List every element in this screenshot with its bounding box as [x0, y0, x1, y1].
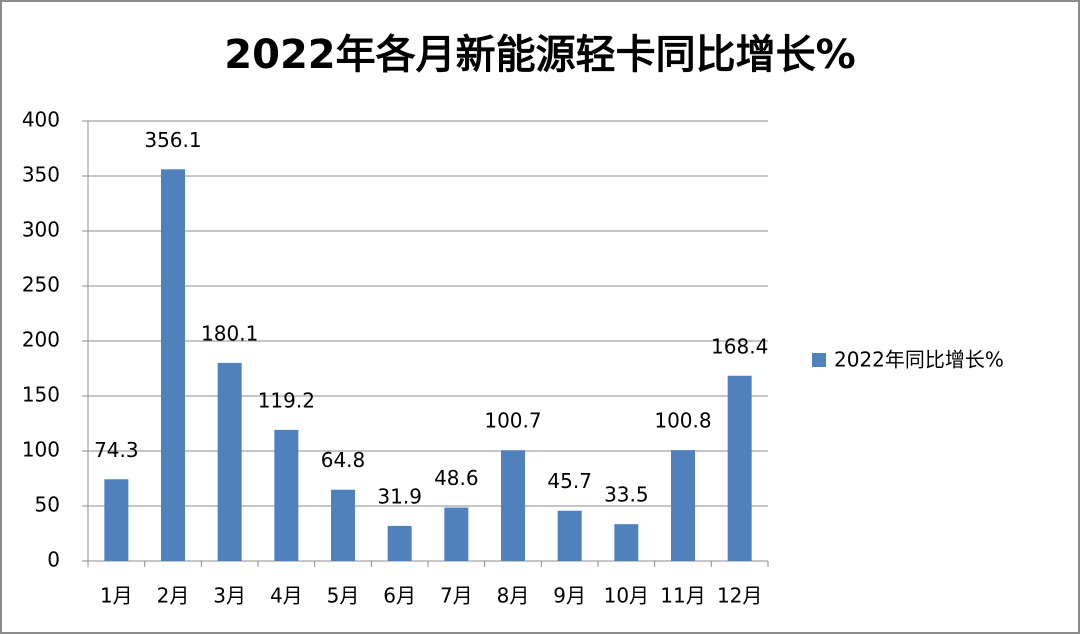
x-tick-label: 6月 [383, 584, 416, 608]
data-label: 100.7 [484, 409, 541, 433]
data-label: 33.5 [604, 483, 649, 507]
data-label: 31.9 [377, 484, 422, 508]
bar [104, 479, 129, 561]
chart-title: 2022年各月新能源轻卡同比增长% [224, 32, 855, 78]
y-tick-label: 100 [22, 438, 60, 462]
data-label: 45.7 [547, 469, 592, 493]
bar [274, 429, 299, 561]
x-tick-label: 5月 [327, 584, 360, 608]
bar [501, 450, 525, 561]
x-tick-label: 7月 [440, 584, 473, 608]
data-label: 356.1 [144, 128, 201, 152]
data-label: 64.8 [321, 448, 366, 472]
bar [671, 450, 695, 561]
y-tick-label: 350 [22, 163, 60, 187]
bar [727, 375, 752, 561]
x-tick-label: 3月 [213, 584, 246, 608]
data-label: 74.3 [94, 438, 139, 462]
x-tick-label: 10月 [604, 584, 649, 608]
bar [217, 362, 242, 561]
x-tick-label: 11月 [660, 584, 705, 608]
y-tick-label: 300 [22, 218, 60, 242]
bar [444, 507, 469, 561]
data-label: 180.1 [201, 321, 258, 345]
data-label: 100.8 [654, 409, 711, 433]
x-tick-label: 9月 [553, 584, 586, 608]
bar [331, 489, 355, 561]
y-tick-label: 400 [22, 108, 60, 132]
y-tick-label: 50 [35, 493, 60, 517]
x-tick-label: 8月 [497, 584, 530, 608]
data-label: 48.6 [434, 466, 479, 490]
y-tick-label: 200 [22, 328, 60, 352]
y-tick-label: 0 [47, 548, 60, 572]
bar [614, 524, 639, 561]
x-tick-label: 1月 [100, 584, 133, 608]
legend-label: 2022年同比增长% [834, 348, 1004, 372]
data-label: 168.4 [711, 334, 768, 358]
x-tick-label: 12月 [717, 584, 762, 608]
x-tick-label: 4月 [270, 584, 303, 608]
x-tick-label: 2月 [157, 584, 190, 608]
y-tick-label: 250 [22, 273, 60, 297]
bar [387, 525, 412, 561]
bar [557, 510, 582, 561]
legend-marker [812, 353, 826, 367]
bar [161, 169, 185, 562]
data-label: 119.2 [258, 388, 315, 412]
y-tick-label: 150 [22, 383, 60, 407]
